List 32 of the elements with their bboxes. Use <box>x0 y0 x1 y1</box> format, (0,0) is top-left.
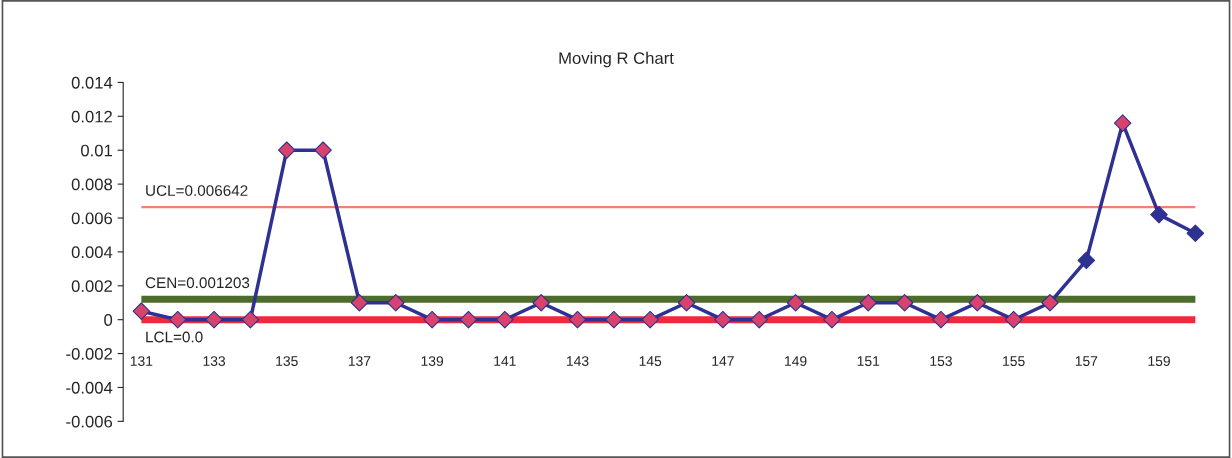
y-tick-label: 0.002 <box>71 280 112 292</box>
point <box>568 310 587 329</box>
x-tick-label: 157 <box>1075 356 1098 366</box>
y-tick-label: -0.004 <box>66 381 113 394</box>
y-tick-label: 0.008 <box>71 178 113 191</box>
y-tick-label: -0.006 <box>66 415 113 428</box>
y-tick-label: 0.012 <box>71 110 112 123</box>
x-tick-label: 143 <box>566 356 589 366</box>
x-tick-label: 133 <box>203 356 226 366</box>
x-tick-label: 159 <box>1148 356 1170 366</box>
x-tick-label: 135 <box>276 356 298 366</box>
ref-line-label: LCL=0.0 <box>146 331 203 343</box>
ref-line-label: CEN=0.001203 <box>145 277 250 289</box>
x-tick-label: 151 <box>857 356 880 366</box>
x-tick-label: 137 <box>348 356 371 366</box>
x-tick-label: 141 <box>494 356 516 366</box>
x-tick-label: 131 <box>130 356 153 366</box>
y-tick-label: -0.002 <box>66 347 112 360</box>
y-tick-label: 0.004 <box>71 246 113 259</box>
y-tick-label: 0 <box>104 314 113 326</box>
chart-title: Moving R Chart <box>559 51 674 68</box>
x-tick-label: 155 <box>1003 356 1025 366</box>
y-tick-label: 0.014 <box>71 76 113 89</box>
y-tick-label: 0.006 <box>71 212 113 225</box>
ref-line-label: UCL=0.006642 <box>146 185 248 196</box>
x-tick-label: 139 <box>421 356 444 366</box>
point <box>459 310 478 329</box>
x-tick-label: 145 <box>639 356 662 366</box>
x-tick-label: 149 <box>785 356 807 366</box>
x-tick-label: 147 <box>712 356 734 366</box>
x-tick-label: 153 <box>930 356 952 366</box>
y-tick-label: 0.01 <box>81 144 112 157</box>
